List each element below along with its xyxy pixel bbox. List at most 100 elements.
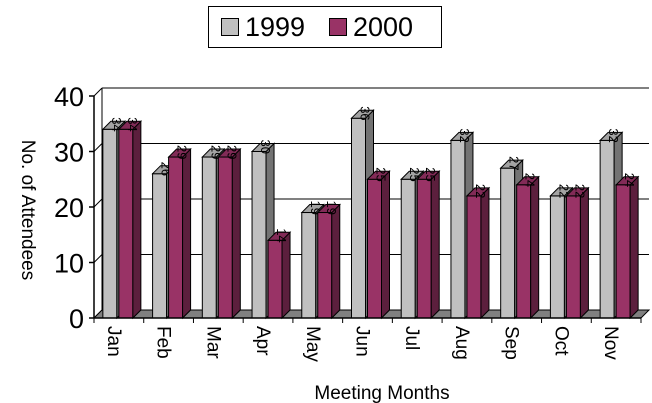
bar-1999-Sep-top: [499, 159, 524, 169]
bar-2000-May-front: [317, 212, 333, 319]
bar-2000-Nov-side: [629, 175, 639, 320]
x-tick-label-Sep: Sep: [501, 326, 522, 360]
gridline-side-40: [93, 87, 103, 97]
bar-2000-Sep-front: [516, 184, 532, 319]
bar-2000-Mar-front: [217, 156, 233, 319]
bar-2000-Jun-top: [366, 170, 391, 180]
bar-2000-Oct-data-label: 22: [572, 184, 587, 198]
bar-2000-Jul-top: [416, 170, 441, 180]
legend-swatch-2000: [329, 18, 347, 36]
bar-2000-Aug-front: [466, 195, 482, 319]
legend-item-1999: 1999: [221, 11, 306, 42]
bar-2000-Jan-side: [132, 120, 142, 320]
bar-2000-Nov-data-label: 24: [622, 173, 637, 187]
y-axis-title: No. of Attendees: [17, 140, 38, 281]
bar-2000-Jan: [117, 120, 143, 320]
bar-2000-Oct-top: [565, 187, 590, 197]
bar-1999-Jun-front: [351, 117, 366, 319]
bar-2000-Feb-data-label: 29: [175, 145, 190, 159]
x-tick-label-Aug: Aug: [451, 326, 472, 360]
bar-1999-May-front: [301, 212, 317, 319]
bar-1999-Aug-data-label: 32: [457, 128, 472, 142]
legend-label-1999: 1999: [245, 11, 306, 42]
bar-2000-Jul-side: [430, 170, 440, 320]
bar-2000-Jul-data-label: 25: [423, 167, 438, 181]
bar-2000-May: [316, 203, 341, 320]
bar-2000-Apr-data-label: 14: [274, 228, 289, 242]
bar-2000-Jan-top: [117, 120, 143, 130]
gridline-side-10: [93, 254, 103, 263]
bar-1999-Apr-front: [251, 151, 267, 319]
bar-2000-Jul-front: [416, 178, 432, 319]
bar-2000-Aug-side: [480, 186, 490, 320]
bar-1999-Oct-top: [549, 187, 574, 197]
bar-2000-Nov-top: [614, 176, 640, 186]
bar-2000-Jan-front: [118, 128, 134, 319]
bar-2000-Sep-top: [515, 176, 540, 186]
x-tick-label-Jul: Jul: [401, 326, 422, 350]
x-tick-label-Apr: Apr: [252, 326, 273, 356]
y-tick-label-20: 20: [54, 193, 84, 223]
bar-1999-Oct-front: [549, 195, 565, 319]
legend-item-2000: 2000: [329, 11, 414, 42]
bar-2000-Mar-data-label: 29: [224, 145, 239, 159]
bar-2000-Feb-front: [168, 156, 184, 319]
bar-2000-Jun-side: [381, 170, 390, 320]
bar-2000-Oct-side: [579, 186, 589, 320]
bar-2000-Feb-top: [167, 148, 192, 158]
bar-2000-Aug-top: [465, 187, 491, 197]
x-tick-label-May: May: [302, 326, 323, 362]
x-tick-label-Oct: Oct: [550, 326, 571, 356]
bar-2000-Nov: [614, 175, 640, 320]
bar-2000-Mar-top: [217, 148, 242, 158]
bar-2000-Aug: [465, 186, 491, 320]
bar-2000-Nov-front: [615, 184, 631, 319]
bar-2000-Apr: [266, 231, 292, 320]
y-tick-label-40: 40: [54, 82, 84, 112]
bar-2000-Mar: [217, 147, 242, 320]
x-tick-label-Feb: Feb: [153, 326, 174, 359]
bar-1999-Aug-front: [450, 139, 466, 319]
bar-2000-Oct: [565, 186, 590, 320]
gridline-side-30: [93, 143, 103, 152]
bar-2000-Aug-data-label: 22: [473, 184, 488, 198]
bar-1999-Jul-front: [400, 178, 416, 319]
y-tick-label-30: 30: [54, 138, 84, 168]
bar-2000-Jul: [416, 170, 441, 320]
bar-2000-Mar-side: [231, 147, 241, 320]
bar-1999-Mar-front: [201, 156, 217, 319]
bar-1999-Apr-top: [250, 143, 276, 152]
bar-2000-Apr-side: [281, 231, 291, 320]
bar-2000-Sep-side: [530, 175, 540, 320]
bar-2000-May-top: [316, 204, 341, 214]
bar-2000-Feb: [167, 147, 192, 320]
bar-1999-Jan-top: [101, 120, 127, 130]
chart-legend: 1999 2000: [208, 6, 442, 48]
bar-2000-Apr-front: [267, 239, 283, 319]
legend-swatch-1999: [221, 18, 239, 36]
bar-2000-Jun-front: [367, 178, 382, 319]
chart-axes: 0 10 20 30 40 Jan Feb Mar Apr May Jun Jul Aug Sep Oct N…: [54, 82, 642, 362]
bar-1999-Apr-data-label: 30: [258, 140, 273, 154]
bar-2000-May-side: [331, 203, 341, 320]
bar-2000-Feb-side: [182, 147, 192, 320]
x-tick-label-Mar: Mar: [202, 326, 223, 359]
bar-1999-Jul-top: [400, 170, 425, 180]
bar-2000-Sep: [515, 175, 540, 320]
bar-2000-Oct-front: [565, 195, 581, 319]
bar-2000-Jun: [366, 170, 391, 320]
bar-1999-Jun-data-label: 36: [358, 106, 373, 120]
bar-2000-Sep-data-label: 24: [523, 173, 538, 187]
bar-1999-May-top: [300, 204, 325, 214]
bar-2000-May-data-label: 19: [324, 201, 339, 215]
gridline-side-20: [93, 198, 103, 208]
legend-label-2000: 2000: [353, 11, 414, 42]
bar-2000-Jan-data-label: 34: [125, 117, 140, 131]
bar-1999-Aug-top: [449, 131, 475, 141]
bar-2000-Apr-top: [266, 231, 292, 241]
y-tick-label-0: 0: [69, 304, 84, 334]
bar-1999-Sep-front: [500, 167, 516, 319]
bar-1999-Sep-data-label: 27: [507, 156, 522, 170]
